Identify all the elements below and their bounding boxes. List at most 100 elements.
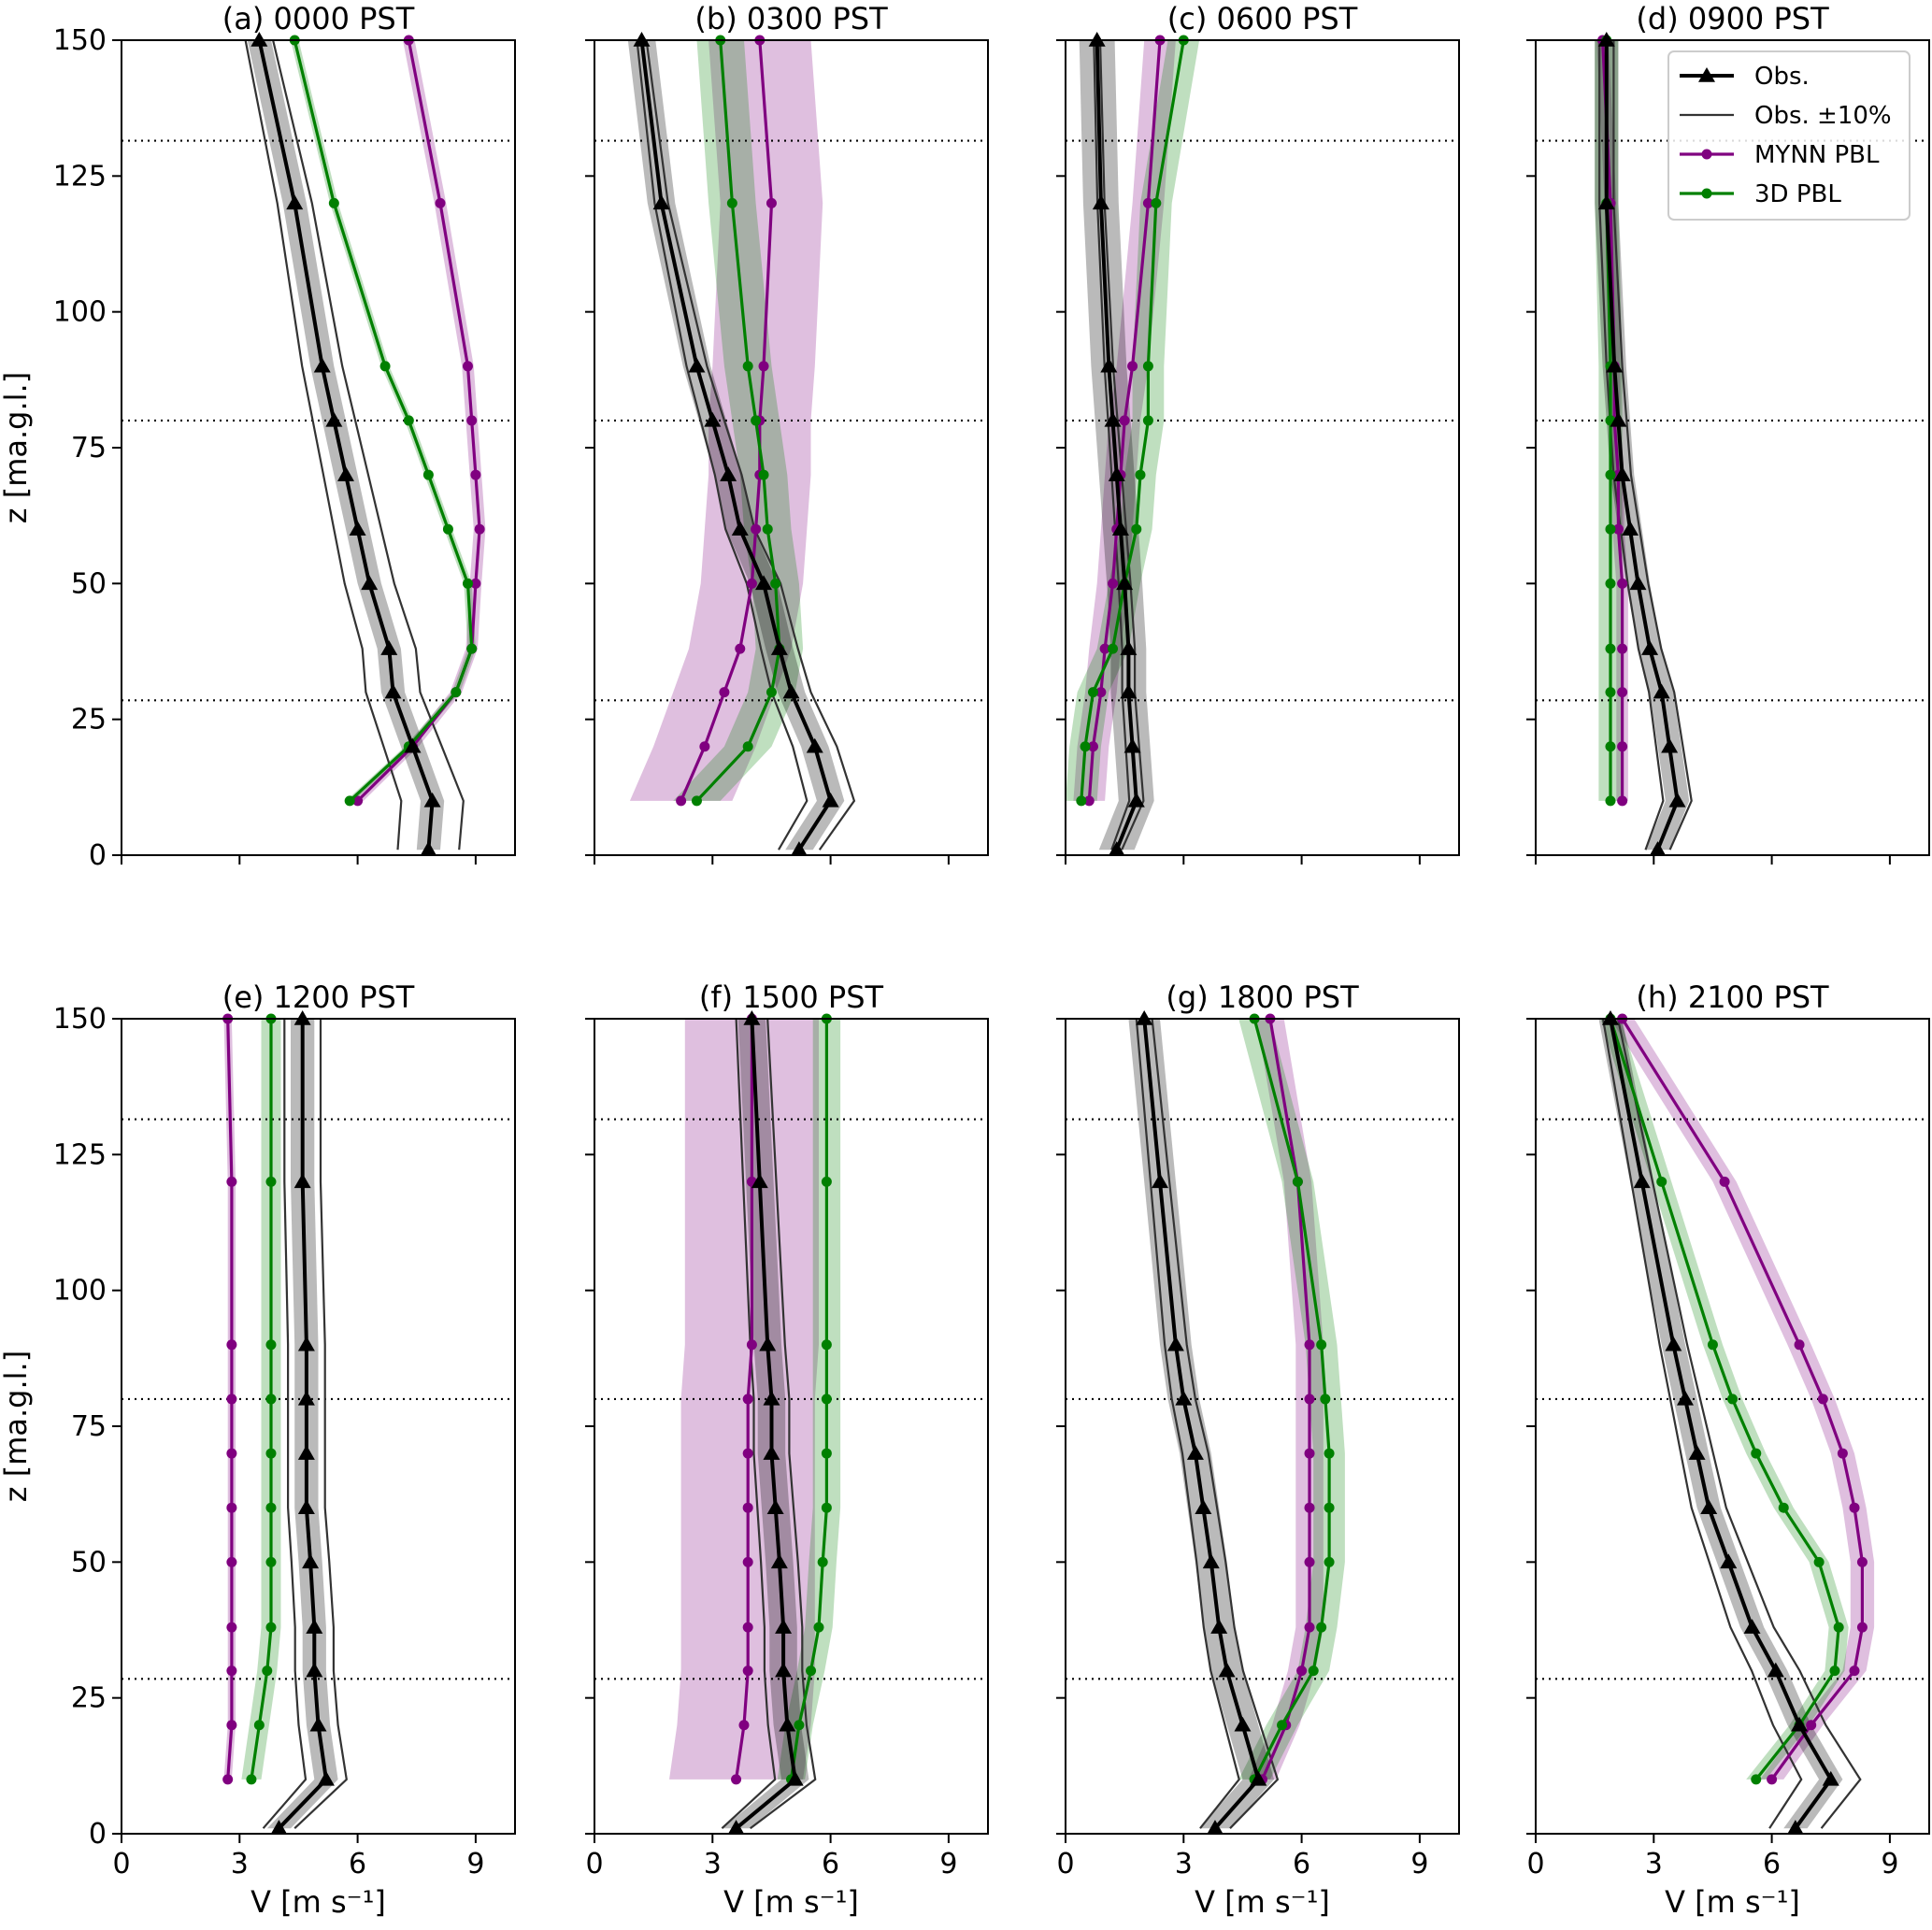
x-axis-label: V [m s⁻¹] xyxy=(250,1884,386,1920)
mynn-point xyxy=(1099,643,1110,654)
obs-point xyxy=(1641,640,1659,655)
mynn-point xyxy=(466,415,478,426)
mynn-point xyxy=(1304,1448,1315,1459)
obs-point xyxy=(1108,841,1125,856)
mynn-spread-band xyxy=(1248,1019,1324,1780)
mynn-point xyxy=(1108,578,1119,589)
3d-pbl-point xyxy=(328,197,339,208)
obs-point xyxy=(822,792,839,808)
y-tick-label: 100 xyxy=(53,1275,107,1308)
mynn-point xyxy=(352,795,364,807)
obs-point xyxy=(1622,521,1639,536)
y-tick-label: 75 xyxy=(71,1410,107,1443)
3d-pbl-point xyxy=(1751,1774,1762,1785)
obs-point xyxy=(1123,737,1141,753)
3d-pbl-point xyxy=(1605,469,1616,480)
3d-pbl-point xyxy=(817,1556,828,1567)
obs-plus10-line xyxy=(645,39,856,851)
3d-pbl-point xyxy=(806,1666,817,1677)
y-tick-label: 125 xyxy=(53,1138,107,1171)
obs-point xyxy=(763,1445,780,1460)
panel-title: (g) 1800 PST xyxy=(1166,979,1359,1015)
obs-point xyxy=(1668,792,1686,808)
obs-point xyxy=(1116,575,1134,591)
mynn-point xyxy=(742,1394,753,1405)
3d-pbl-point xyxy=(442,523,453,535)
obs-point xyxy=(759,1336,777,1351)
mynn-point xyxy=(1083,795,1095,807)
obs-point xyxy=(1136,1010,1153,1025)
obs-point xyxy=(1597,32,1615,47)
3d-pbl-point xyxy=(466,643,478,654)
mynn-point xyxy=(758,361,769,372)
obs-plus10-line xyxy=(1151,1018,1280,1829)
obs-point xyxy=(306,1619,323,1634)
x-tick-label: 3 xyxy=(704,1848,722,1880)
mynn-point xyxy=(1617,795,1628,807)
3d-pbl-spread-band xyxy=(1066,40,1200,801)
mynn-point xyxy=(1095,687,1107,698)
obs-point xyxy=(1720,1553,1738,1569)
x-tick-label: 3 xyxy=(231,1848,249,1880)
3d-pbl-point xyxy=(1151,197,1162,208)
panel-title: (b) 0300 PST xyxy=(694,1,888,36)
3d-pbl-point xyxy=(821,1339,832,1351)
mynn-point xyxy=(735,643,746,654)
obs-line xyxy=(277,1019,329,1830)
obs-point xyxy=(751,1173,768,1189)
3d-pbl-point xyxy=(821,1394,832,1405)
3d-pbl-point xyxy=(1142,361,1153,372)
3d-pbl-point xyxy=(1605,523,1616,535)
obs-point xyxy=(1629,575,1647,591)
obs-point xyxy=(1108,466,1125,481)
mynn-point xyxy=(742,1666,753,1677)
obs-point xyxy=(1597,194,1615,210)
obs-point xyxy=(1210,1619,1228,1634)
mynn-point xyxy=(719,687,730,698)
obs-point xyxy=(1218,1662,1236,1678)
3d-pbl-point xyxy=(1277,1720,1288,1731)
obs-point xyxy=(361,575,379,591)
mynn-point xyxy=(435,197,446,208)
3d-pbl-point xyxy=(1605,741,1616,752)
3d-pbl-point xyxy=(265,1176,277,1187)
obs-point xyxy=(297,1445,315,1460)
obs-minus10-line xyxy=(636,39,809,851)
mynn-point xyxy=(1304,1622,1315,1633)
mynn-point xyxy=(226,1622,237,1633)
mynn-point xyxy=(1617,741,1628,752)
x-tick-label: 0 xyxy=(585,1848,603,1880)
3d-pbl-point xyxy=(1605,795,1616,807)
mynn-point xyxy=(1304,1394,1315,1405)
obs-line xyxy=(257,39,435,851)
3d-pbl-point xyxy=(1605,643,1616,654)
obs-spread-band xyxy=(1595,40,1690,851)
obs-point xyxy=(384,683,402,699)
panel-e: 0 3 6 9 0 25 50 75 100 125 150 (e) 1200 PST V [m s⁻¹… xyxy=(0,979,516,1920)
3d-pbl-point xyxy=(751,415,762,426)
mynn-point xyxy=(226,1502,237,1513)
mynn-point xyxy=(1849,1666,1860,1677)
obs-spread-band xyxy=(247,40,445,851)
3d-pbl-point xyxy=(1605,687,1616,698)
obs-point xyxy=(1649,841,1667,856)
mynn-point xyxy=(731,1774,742,1785)
mynn-point xyxy=(1304,1339,1315,1351)
3d-pbl-point xyxy=(1076,795,1087,807)
obs-point xyxy=(1665,1336,1682,1351)
mynn-point xyxy=(1304,1502,1315,1513)
obs-point xyxy=(1166,1336,1184,1351)
mynn-point xyxy=(226,1666,237,1677)
x-tick-label: 6 xyxy=(1763,1848,1781,1880)
3d-pbl-point xyxy=(1135,469,1146,480)
mynn-point xyxy=(222,1774,234,1785)
3d-pbl-point xyxy=(813,1622,824,1633)
obs-point xyxy=(806,737,823,753)
legend-box xyxy=(1667,50,1911,221)
3d-pbl-point xyxy=(462,578,473,589)
obs-point xyxy=(404,737,422,753)
mynn-point xyxy=(226,1339,237,1351)
mynn-point xyxy=(1806,1720,1817,1731)
obs-spread-band xyxy=(1598,1019,1843,1829)
mynn-point xyxy=(742,1622,753,1633)
